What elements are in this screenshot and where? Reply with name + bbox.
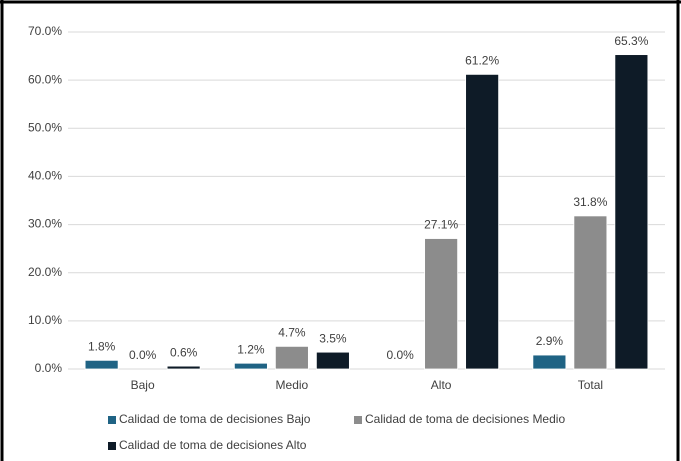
bar	[315, 351, 350, 370]
value-label: 1.2%	[237, 342, 265, 356]
value-label: 3.5%	[319, 331, 347, 345]
value-label: 2.9%	[536, 334, 564, 348]
x-tick-label: Bajo	[131, 378, 155, 392]
y-tick-label: 10.0%	[28, 313, 62, 327]
legend-label: Calidad de toma de decisiones Bajo	[119, 412, 311, 426]
y-tick-label: 30.0%	[28, 217, 62, 231]
value-label: 4.7%	[278, 326, 306, 340]
y-tick-label: 50.0%	[28, 120, 62, 134]
bar	[274, 345, 309, 370]
bar	[233, 362, 268, 370]
legend-marker	[108, 416, 116, 424]
y-tick-label: 20.0%	[28, 265, 62, 279]
x-tick-label: Total	[578, 378, 603, 392]
value-label: 0.0%	[129, 348, 157, 362]
bar	[424, 238, 459, 370]
bar	[166, 365, 201, 370]
value-label: 0.0%	[386, 348, 414, 362]
legend-marker	[108, 442, 116, 450]
value-label: 0.6%	[170, 345, 198, 359]
y-tick-label: 70.0%	[28, 24, 62, 38]
value-label: 31.8%	[573, 195, 607, 209]
bar	[614, 54, 649, 370]
bar	[573, 215, 608, 370]
legend-label: Calidad de toma de decisiones Alto	[119, 438, 307, 452]
legend-label: Calidad de toma de decisiones Medio	[365, 412, 565, 426]
y-tick-label: 60.0%	[28, 72, 62, 86]
y-tick-label: 40.0%	[28, 169, 62, 183]
legend-marker	[354, 416, 362, 424]
value-label: 1.8%	[88, 340, 116, 354]
value-label: 27.1%	[424, 218, 458, 232]
x-tick-label: Alto	[431, 378, 452, 392]
x-tick-label: Medio	[276, 378, 309, 392]
bar	[84, 359, 119, 370]
y-tick-label: 0.0%	[35, 361, 63, 375]
bar	[532, 354, 567, 370]
value-label: 65.3%	[614, 34, 648, 48]
value-label: 61.2%	[465, 54, 499, 68]
bar	[465, 73, 500, 370]
